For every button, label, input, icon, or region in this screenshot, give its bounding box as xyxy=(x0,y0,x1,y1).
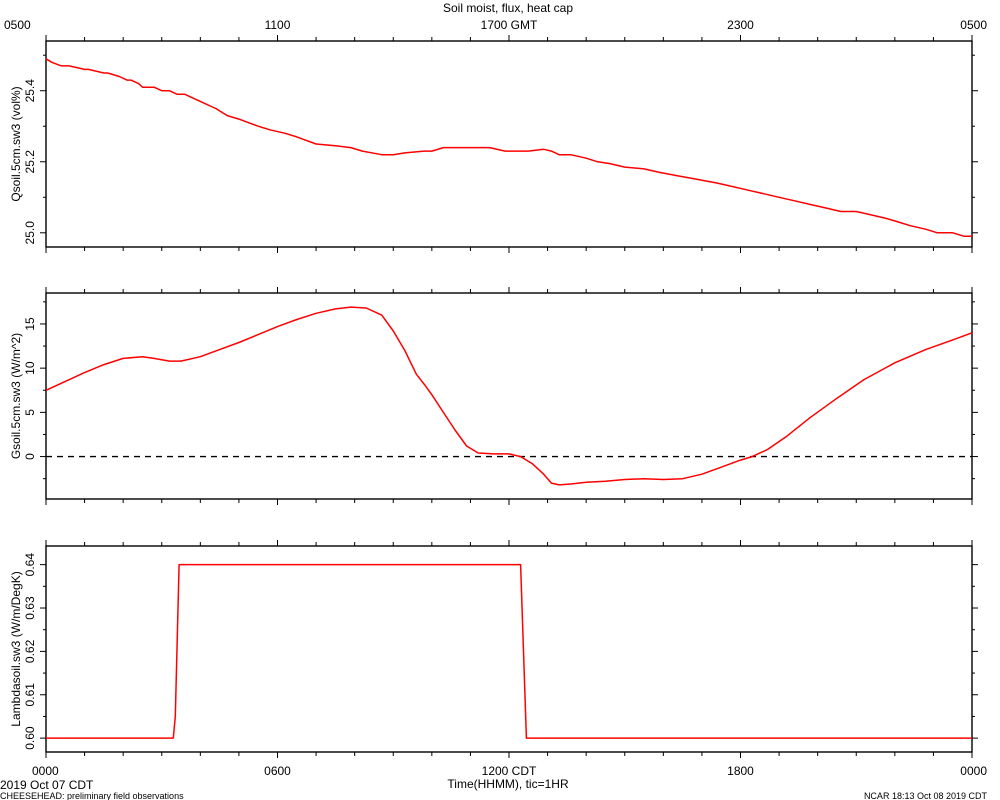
panel-frame xyxy=(45,40,973,248)
y-tick-label: 25.4 xyxy=(23,79,37,103)
series-line xyxy=(46,563,972,739)
bottom-x-tick-label: 0600 xyxy=(264,764,291,778)
y-tick-label: 0.64 xyxy=(23,553,37,577)
bottom-x-tick-label: 1800 xyxy=(727,764,754,778)
y-tick-label: 25.2 xyxy=(23,150,37,174)
panel-frame xyxy=(45,545,973,753)
generation-note: NCAR 18:13 Oct 08 2019 CDT xyxy=(864,791,988,800)
y-tick-label: 0.60 xyxy=(23,726,37,750)
start-date-label: 2019 Oct 07 CDT xyxy=(0,778,94,792)
x-axis-label: Time(HHMM), tic=1HR xyxy=(447,777,569,791)
top-x-tick-label: 1100 xyxy=(265,18,291,32)
y-axis-label: Lambdasoil.sw3 (W/m/DegK) xyxy=(9,571,23,726)
y-axis-label: Gsoil.5cm.sw3 (W/m^2) xyxy=(9,333,23,459)
y-tick-label: 25.0 xyxy=(23,221,37,245)
project-note: CHEESEHEAD: preliminary field observatio… xyxy=(0,791,184,800)
y-tick-label: 0 xyxy=(23,453,37,460)
y-tick-label: 10 xyxy=(23,361,37,375)
bottom-x-tick-label: 0000 xyxy=(32,764,59,778)
bottom-x-tick-label: 1200 CDT xyxy=(482,764,537,778)
y-tick-label: 0.62 xyxy=(23,639,37,663)
y-tick-label: 5 xyxy=(23,409,37,416)
series-line xyxy=(45,58,972,238)
bottom-x-tick-label: 0000 xyxy=(960,764,987,778)
panel-frame xyxy=(45,292,973,500)
top-x-tick-label: 0500 xyxy=(960,18,987,32)
y-tick-label: 0.63 xyxy=(23,596,37,620)
top-x-tick-label: 0500 xyxy=(4,18,31,32)
top-x-tick-label: 1700 GMT xyxy=(481,18,538,32)
series-line xyxy=(45,306,973,486)
y-tick-label: 0.61 xyxy=(23,683,37,707)
y-tick-label: 15 xyxy=(23,317,37,331)
chart-title: Soil moist, flux, heat cap xyxy=(443,1,573,15)
y-axis-label: Qsoil.5cm.sw3 (vol%) xyxy=(9,86,23,201)
top-x-tick-label: 2300 xyxy=(727,18,754,32)
